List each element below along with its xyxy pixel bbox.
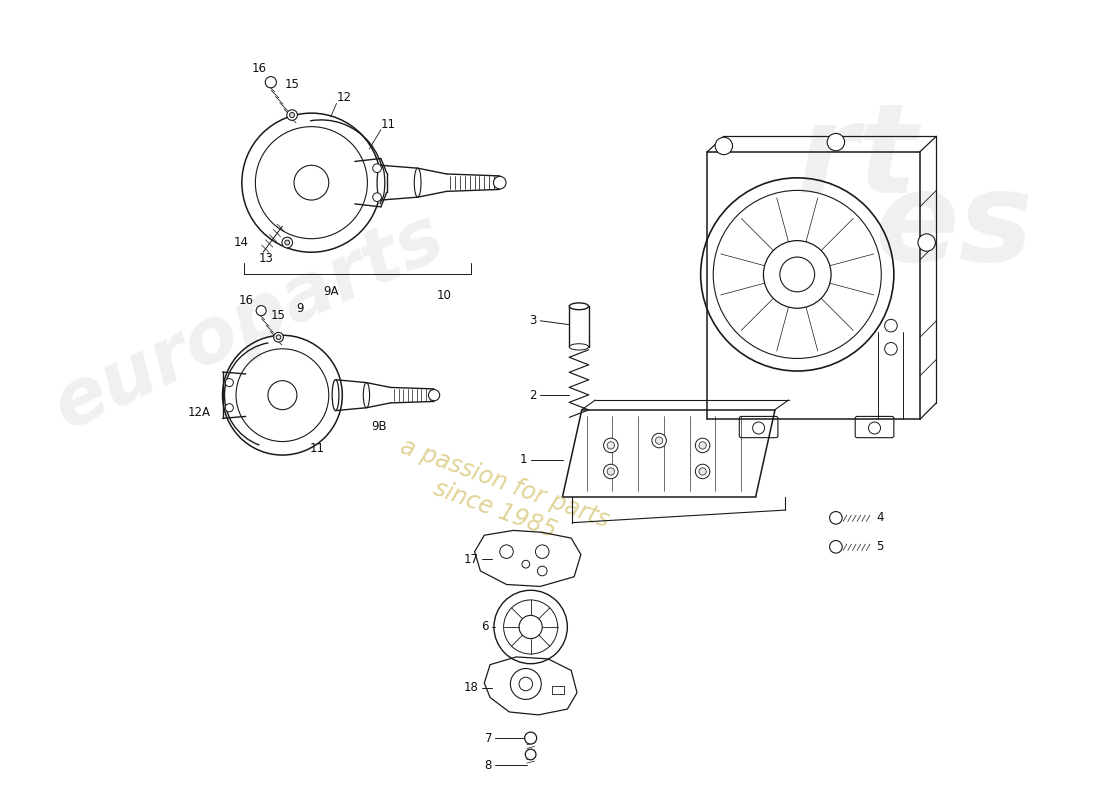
- Circle shape: [884, 342, 898, 355]
- Text: 9B: 9B: [372, 419, 387, 433]
- Text: 4: 4: [877, 511, 884, 524]
- Ellipse shape: [570, 344, 589, 350]
- Circle shape: [607, 442, 615, 449]
- Text: 10: 10: [437, 289, 452, 302]
- Circle shape: [652, 434, 667, 448]
- Text: 16: 16: [239, 294, 254, 307]
- Circle shape: [289, 113, 295, 118]
- Circle shape: [226, 378, 233, 386]
- Text: 3: 3: [529, 314, 537, 327]
- Text: 5: 5: [877, 540, 883, 554]
- Text: 9: 9: [296, 302, 304, 314]
- Circle shape: [829, 541, 843, 553]
- Ellipse shape: [415, 168, 421, 197]
- Text: europarts: europarts: [42, 200, 455, 446]
- Circle shape: [695, 464, 710, 478]
- Text: 7: 7: [484, 731, 492, 745]
- Ellipse shape: [332, 380, 339, 410]
- Circle shape: [698, 468, 706, 475]
- Circle shape: [494, 176, 506, 189]
- Circle shape: [226, 404, 233, 412]
- Circle shape: [607, 468, 615, 475]
- Text: 6: 6: [481, 621, 488, 634]
- Text: 15: 15: [284, 78, 299, 90]
- Circle shape: [698, 442, 706, 449]
- Circle shape: [604, 464, 618, 478]
- Circle shape: [499, 545, 514, 558]
- Text: 13: 13: [258, 251, 273, 265]
- Circle shape: [274, 332, 284, 342]
- Circle shape: [827, 134, 845, 150]
- Text: 11: 11: [309, 442, 324, 454]
- Circle shape: [526, 749, 536, 760]
- Circle shape: [373, 164, 382, 173]
- Circle shape: [918, 234, 935, 251]
- Circle shape: [604, 438, 618, 453]
- Circle shape: [256, 306, 266, 316]
- Text: 2: 2: [529, 389, 537, 402]
- Circle shape: [656, 437, 663, 444]
- Circle shape: [538, 566, 547, 576]
- Circle shape: [285, 240, 289, 245]
- Ellipse shape: [363, 382, 370, 408]
- Circle shape: [715, 138, 733, 154]
- Circle shape: [869, 422, 880, 434]
- Ellipse shape: [377, 166, 385, 200]
- Text: 8: 8: [485, 758, 492, 772]
- Text: 17: 17: [463, 553, 478, 566]
- Circle shape: [265, 77, 276, 88]
- Text: es: es: [874, 166, 1033, 286]
- Text: 12: 12: [337, 91, 352, 104]
- Text: 12A: 12A: [188, 406, 211, 419]
- Circle shape: [752, 422, 764, 434]
- Circle shape: [373, 193, 382, 202]
- Text: 15: 15: [271, 310, 286, 322]
- Circle shape: [522, 560, 530, 568]
- Circle shape: [884, 319, 898, 332]
- Ellipse shape: [570, 303, 589, 310]
- Circle shape: [536, 545, 549, 558]
- Circle shape: [276, 335, 280, 339]
- Text: 14: 14: [234, 236, 249, 249]
- Circle shape: [829, 511, 843, 524]
- Text: 1: 1: [519, 454, 527, 466]
- Text: 18: 18: [463, 682, 478, 694]
- Circle shape: [287, 110, 297, 120]
- Text: a passion for parts
since 1985: a passion for parts since 1985: [387, 434, 613, 558]
- Circle shape: [282, 238, 293, 248]
- Circle shape: [695, 438, 710, 453]
- Circle shape: [429, 390, 440, 401]
- Circle shape: [525, 732, 537, 744]
- Text: 16: 16: [252, 62, 266, 75]
- Text: 11: 11: [381, 118, 396, 131]
- Text: 9A: 9A: [323, 286, 339, 298]
- Text: rt: rt: [796, 98, 917, 219]
